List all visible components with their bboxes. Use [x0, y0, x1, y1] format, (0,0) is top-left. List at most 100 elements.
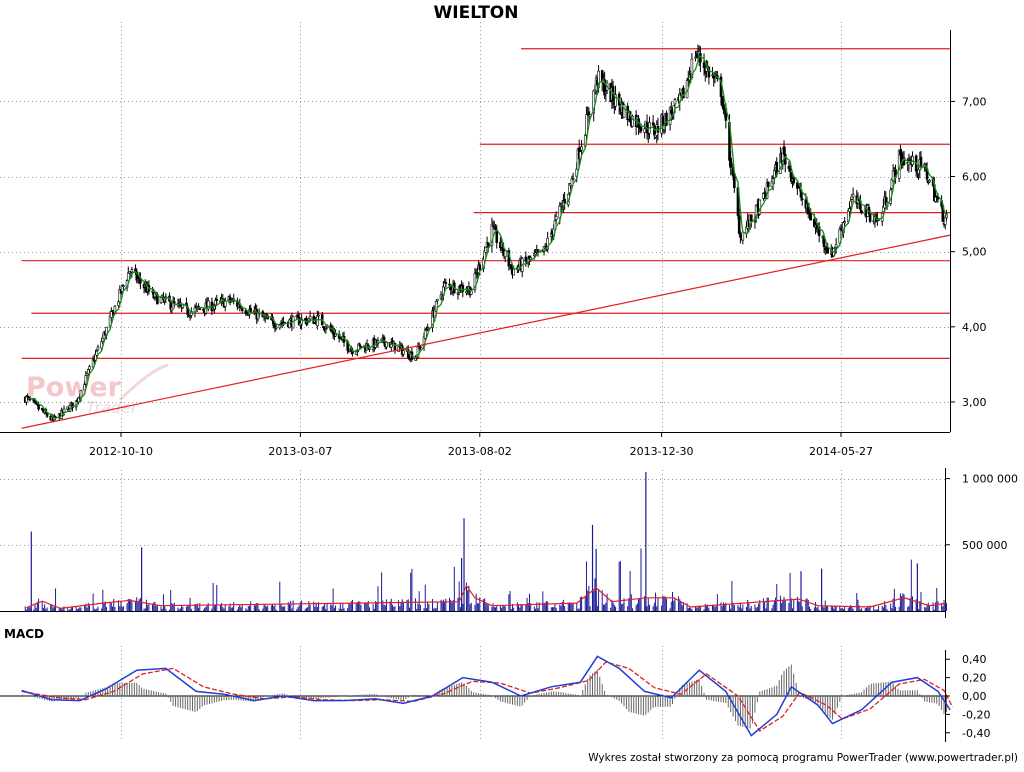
- price-candle-body: [111, 310, 114, 312]
- price-candle-body: [494, 227, 497, 231]
- price-candle-body: [503, 250, 507, 258]
- price-candle-body: [246, 314, 250, 316]
- macd-y-tick-label: 0,40: [962, 653, 987, 666]
- footer-credit: Wykres został stworzony za pomocą progra…: [588, 752, 1018, 764]
- price-candle-body: [834, 244, 838, 248]
- macd-title: MACD: [4, 627, 44, 641]
- price-candle-body: [122, 285, 125, 288]
- price-candle-body: [187, 314, 191, 317]
- price-candle-body: [26, 395, 29, 398]
- price-candle-body: [436, 299, 439, 302]
- price-candle-body: [423, 328, 427, 339]
- price-candle-body: [95, 350, 99, 356]
- price-candle-body: [639, 125, 643, 132]
- watermark-trader: Trader: [86, 398, 139, 417]
- price-candle-body: [402, 350, 405, 355]
- price-candle-body: [673, 99, 677, 105]
- price-candle-body: [631, 116, 634, 127]
- price-candle-body: [215, 298, 219, 301]
- price-candle-body: [908, 159, 912, 162]
- price-candle-body: [84, 375, 88, 385]
- price-candle-body: [240, 308, 244, 312]
- price-candle-body: [414, 358, 417, 361]
- price-sma-line: [30, 55, 948, 419]
- price-candle-body: [580, 146, 583, 151]
- price-candle-body: [571, 178, 575, 180]
- price-x-tick-label: 2012-10-10: [89, 445, 153, 458]
- price-candle-body: [408, 358, 411, 360]
- macd-y-tick-label: 0,20: [962, 672, 987, 685]
- price-candle-body: [849, 200, 852, 208]
- macd-signal-line: [21, 661, 954, 732]
- price-candle-body: [868, 212, 872, 222]
- watermark-power: Power: [26, 372, 122, 403]
- price-candle-body: [604, 91, 608, 94]
- price-candle-body: [444, 282, 448, 284]
- price-x-tick-label: 2013-03-07: [268, 445, 332, 458]
- price-candle-body: [822, 237, 826, 247]
- price-candle-body: [368, 347, 371, 350]
- price-y-axis-ticks: 3,00 4,00 5,00 6,00 7,00: [950, 95, 987, 409]
- price-candle-body: [193, 307, 197, 313]
- macd-gridlines: [121, 646, 842, 742]
- price-candle-body: [159, 297, 163, 304]
- price-candle-body: [694, 56, 697, 59]
- price-candle-body: [651, 122, 655, 126]
- price-candle-body: [425, 329, 428, 331]
- price-candle-body: [385, 342, 388, 348]
- price-candle-body: [851, 193, 855, 198]
- price-candle-body: [206, 300, 210, 310]
- price-candle-body: [478, 264, 482, 270]
- price-candle-body: [88, 366, 91, 370]
- price-candle-body: [682, 87, 685, 99]
- price-x-axis-ticks: 2012-10-10 2013-03-07 2013-08-02 2013-12-30…: [89, 432, 873, 458]
- price-candle-body: [214, 300, 217, 305]
- price-candle-body: [448, 283, 451, 286]
- price-candle-body: [110, 311, 113, 318]
- price-candle-body: [188, 316, 192, 318]
- macd-y-tick-label: 0,00: [962, 690, 987, 703]
- price-candle-body: [419, 346, 422, 348]
- price-candle-body: [86, 369, 90, 375]
- price-candle-body: [737, 215, 741, 234]
- price-candle-body: [860, 210, 863, 214]
- price-candle-body: [943, 217, 947, 225]
- volume-average-line: [26, 584, 947, 610]
- price-candle-body: [198, 308, 202, 310]
- price-candle-body: [782, 146, 786, 155]
- price-candle-body: [928, 179, 931, 183]
- price-candle-body: [358, 344, 362, 346]
- price-candle-body: [833, 246, 837, 250]
- price-candle-body: [891, 170, 895, 181]
- price-candle-body: [554, 216, 558, 220]
- price-candle-body: [490, 224, 494, 246]
- price-candle-body: [136, 278, 140, 281]
- price-candle-body: [317, 314, 320, 317]
- price-y-tick-label: 7,00: [962, 95, 987, 108]
- price-candle-body: [300, 318, 303, 325]
- price-candle-body: [702, 62, 706, 68]
- volume-y-tick-label: 500 000: [962, 539, 1008, 552]
- volume-y-tick-label: 1 000 000: [962, 473, 1018, 486]
- price-candle-body: [707, 66, 711, 78]
- volume-y-axis-ticks: 500 000 1 000 000: [945, 473, 1018, 552]
- price-candle-body: [832, 248, 836, 257]
- price-candle-body: [491, 225, 495, 227]
- price-candle-body: [96, 346, 100, 351]
- price-candle-body: [249, 308, 252, 312]
- watermark-swoosh: [118, 363, 169, 402]
- price-candle-body: [274, 326, 278, 329]
- price-y-tick-label: 4,00: [962, 321, 987, 334]
- price-candle-body: [739, 234, 742, 238]
- price-candle-body: [456, 292, 460, 295]
- price-x-tick-label: 2014-05-27: [809, 445, 873, 458]
- price-y-tick-label: 5,00: [962, 246, 987, 259]
- price-candle-body: [936, 197, 940, 200]
- price-candle-body: [71, 402, 74, 409]
- price-candle-body: [322, 325, 325, 329]
- price-gridlines: [0, 22, 950, 432]
- price-candle-body: [461, 284, 465, 292]
- macd-y-tick-label: -0,40: [962, 727, 990, 740]
